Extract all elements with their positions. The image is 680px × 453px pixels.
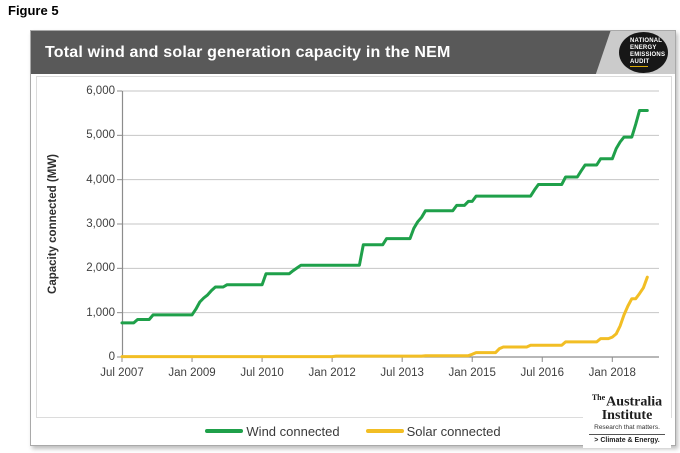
y-tick-label: 6,000: [86, 85, 115, 97]
figure-label: Figure 5: [8, 3, 59, 18]
chart-legend: Wind connected Solar connected: [31, 419, 675, 443]
legend-item-solar: Solar connected: [365, 423, 501, 439]
badge-line: EMISSIONS: [630, 52, 666, 58]
plot-svg: [117, 90, 659, 362]
wind-connected-line: [120, 109, 649, 325]
logo-name: TheAustralia Institute: [591, 393, 663, 423]
badge-line: AUDIT: [630, 59, 650, 67]
x-tick-label: Jul 2013: [380, 367, 424, 379]
solar-line-swatch: [365, 429, 404, 433]
chart-header-bar: NATIONAL ENERGY EMISSIONS AUDIT Total wi…: [31, 31, 675, 74]
x-tick-label: Jan 2012: [308, 367, 356, 379]
chart-title: Total wind and solar generation capacity…: [45, 43, 451, 61]
x-tick-label: Jan 2018: [588, 367, 636, 379]
x-tick-label: Jul 2016: [520, 367, 564, 379]
logo-subline: > Climate & Energy.: [594, 436, 660, 444]
australia-institute-logo: TheAustralia Institute Research that matt…: [583, 389, 671, 448]
x-tick-label: Jan 2009: [168, 367, 216, 379]
badge-line: NATIONAL: [630, 38, 663, 44]
legend-label-solar: Solar connected: [406, 423, 501, 439]
legend-item-wind: Wind connected: [205, 423, 340, 439]
y-tick-label: 0: [108, 351, 115, 363]
x-tick-label: Jul 2010: [240, 367, 284, 379]
x-tick-label: Jul 2007: [100, 367, 144, 379]
figure-box: NATIONAL ENERGY EMISSIONS AUDIT Total wi…: [30, 30, 676, 448]
x-tick-label: Jan 2015: [448, 367, 496, 379]
logo-the: The: [591, 393, 606, 402]
y-tick-label: 5,000: [86, 129, 115, 142]
wind-line-swatch: [205, 429, 244, 433]
y-tick-label: 4,000: [86, 173, 115, 186]
y-tick-label: 3,000: [86, 218, 115, 230]
logo-tagline: Research that matters.: [594, 423, 660, 431]
badge-line: ENERGY: [630, 45, 657, 51]
y-tick-label: 2,000: [86, 262, 115, 275]
neea-badge: NATIONAL ENERGY EMISSIONS AUDIT: [619, 32, 668, 73]
logo-divider: [589, 433, 665, 435]
legend-label-wind: Wind connected: [246, 423, 340, 439]
solar-connected-line: [120, 275, 649, 359]
y-tick-label: 1,000: [86, 306, 115, 319]
chart-panel: Capacity connected (MW) 0 1,000 2,000 3,000…: [36, 76, 672, 418]
